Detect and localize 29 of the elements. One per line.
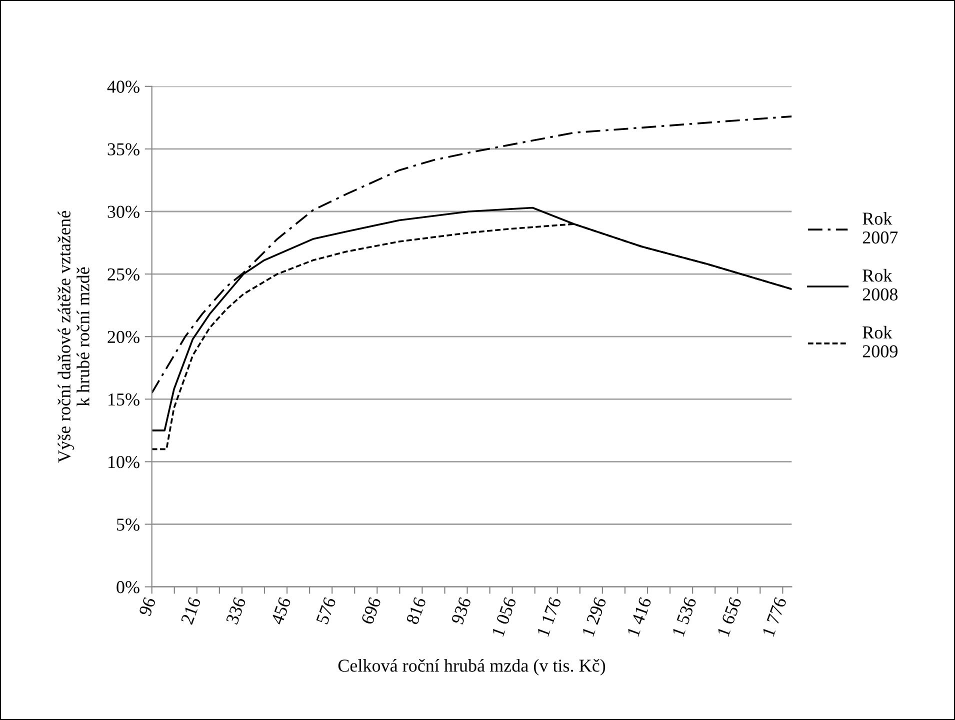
x-tick-label: 1 656 <box>717 596 742 637</box>
x-tick-label: 216 <box>180 596 201 625</box>
y-tick-label: 40% <box>107 80 140 93</box>
x-tick-label: 96 <box>138 596 156 617</box>
x-tick-label: 456 <box>270 596 292 626</box>
legend-label: Rok 2008 <box>862 268 898 301</box>
legend-label: Rok 2007 <box>862 212 898 244</box>
x-tick-label: 816 <box>406 596 426 625</box>
x-tick-label: 576 <box>316 596 336 625</box>
x-tick-label: 1 416 <box>626 596 652 637</box>
x-tick-label: 336 <box>226 596 246 625</box>
y-tick-label: 25% <box>108 268 140 281</box>
x-tick-label: 1 176 <box>536 596 562 637</box>
y-tick-label: 20% <box>108 330 140 344</box>
x-tick-label: 696 <box>360 596 382 625</box>
x-tick-label: 1 776 <box>762 596 787 637</box>
x-tick-label: 1 536 <box>672 596 697 637</box>
y-axis-title: Výše roční daňové zátěže vztažené k hrubé roční mzdě <box>58 210 90 463</box>
x-axis-title: Celková roční hrubá mzda (v tis. Kč) <box>338 659 606 676</box>
y-tick-label: 35% <box>108 143 140 156</box>
x-tick-label: 936 <box>451 596 472 626</box>
x-tick-label: 1 296 <box>582 596 607 637</box>
legend-label: Rok 2009 <box>862 326 898 358</box>
x-tick-label: 1 056 <box>492 596 516 637</box>
y-tick-label: 5% <box>117 518 140 531</box>
y-tick-label: 30% <box>108 206 140 218</box>
y-tick-label: 15% <box>108 393 140 406</box>
y-tick-label: 0% <box>116 581 140 594</box>
y-tick-label: 10% <box>108 456 140 468</box>
